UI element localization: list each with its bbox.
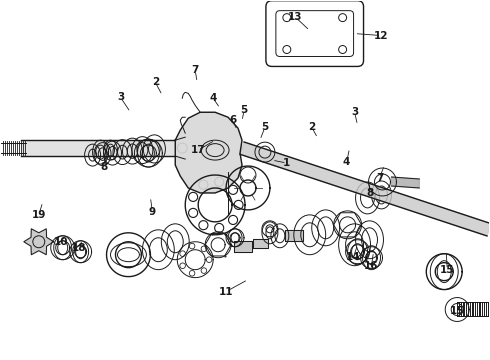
Text: 11: 11 <box>219 287 233 297</box>
Text: 9: 9 <box>149 207 156 217</box>
Polygon shape <box>234 241 252 252</box>
Text: 17: 17 <box>191 145 205 155</box>
Polygon shape <box>392 177 419 188</box>
Text: 6: 6 <box>229 115 237 125</box>
Text: 4: 4 <box>209 93 217 103</box>
Text: 7: 7 <box>192 66 199 76</box>
Polygon shape <box>21 140 175 156</box>
Text: 2: 2 <box>152 77 159 87</box>
Text: 16: 16 <box>364 261 379 271</box>
Polygon shape <box>253 239 268 248</box>
Text: 5: 5 <box>241 105 247 115</box>
Text: 15: 15 <box>450 306 465 316</box>
Text: 5: 5 <box>261 122 269 132</box>
Text: 18: 18 <box>72 243 86 253</box>
Text: 19: 19 <box>32 210 46 220</box>
Text: 1: 1 <box>283 158 291 168</box>
Text: 3: 3 <box>351 107 358 117</box>
Polygon shape <box>240 142 490 236</box>
Polygon shape <box>285 230 303 241</box>
Text: 3: 3 <box>117 92 124 102</box>
Text: 12: 12 <box>374 31 389 41</box>
Polygon shape <box>175 112 242 193</box>
Text: 13: 13 <box>288 12 302 22</box>
Text: 4: 4 <box>343 157 350 167</box>
Text: 8: 8 <box>100 162 107 172</box>
Text: 2: 2 <box>308 122 316 132</box>
Polygon shape <box>24 229 54 255</box>
Text: 7: 7 <box>376 173 383 183</box>
Text: 10: 10 <box>53 237 68 247</box>
Text: 15: 15 <box>440 265 454 275</box>
Text: 14: 14 <box>346 252 361 262</box>
Text: 8: 8 <box>366 188 373 198</box>
